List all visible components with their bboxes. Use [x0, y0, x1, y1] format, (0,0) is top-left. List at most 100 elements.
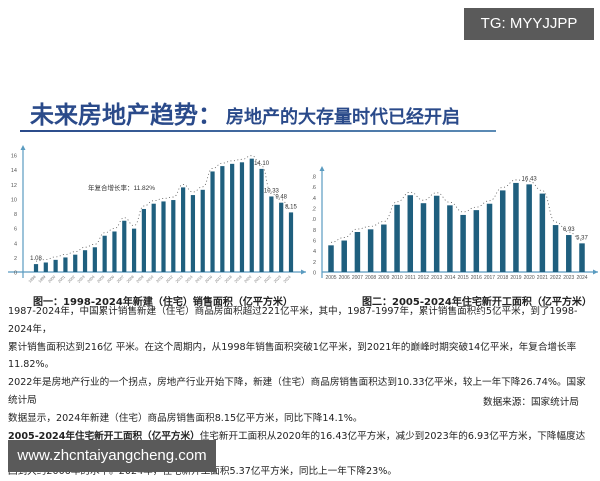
bar-2008 — [367, 229, 374, 272]
x-tick-label: 2016 — [471, 275, 482, 281]
bar-2018 — [230, 163, 235, 272]
x-tick-label: 2009 — [378, 275, 389, 281]
para1-line4: 数据显示，2024年新建（住宅）商品房销售面积8.15亿平方米，同比下降14.1… — [8, 412, 363, 424]
x-tick-label: 2015 — [195, 275, 204, 284]
y-tick-label: 2 — [313, 260, 316, 266]
data-label: 8.15 — [285, 204, 297, 210]
x-tick-label: 2015 — [458, 275, 469, 281]
para1-line1: 1987-2024年，中国累计销售新建（住宅）商品房面积超过221亿平米，其中，… — [8, 306, 578, 335]
bar-2007 — [354, 232, 361, 272]
x-tick-label: 2014 — [444, 275, 455, 281]
bar-2014 — [190, 195, 196, 272]
bar-2018 — [499, 190, 506, 272]
bar-2023 — [279, 202, 284, 272]
bar-2022 — [269, 196, 274, 272]
y-tick-label: 12 — [11, 183, 17, 189]
bar-2024 — [579, 243, 585, 272]
x-tick-label: 2023 — [563, 275, 574, 281]
bar-2023 — [566, 235, 572, 272]
x-tick-label: 2013 — [175, 275, 184, 284]
x-tick-label: 2008 — [365, 275, 376, 281]
x-tick-label: 2010 — [391, 275, 402, 281]
y-tick-label: 18 — [312, 175, 316, 181]
x-tick-label: 2001 — [57, 275, 66, 284]
y-axis-arrow-icon — [319, 166, 325, 171]
bar-2000 — [53, 259, 58, 272]
x-tick-label: 2022 — [263, 275, 272, 284]
bar-2015 — [200, 189, 205, 272]
x-tick-label: 2024 — [576, 275, 587, 281]
data-label: 16.43 — [522, 176, 538, 182]
x-tick-label: 2006 — [339, 275, 350, 281]
bar-2010 — [151, 203, 156, 272]
bar-2021 — [539, 193, 546, 272]
x-tick-label: 2008 — [126, 275, 135, 284]
bar-1998 — [33, 264, 39, 272]
chart2-caption: 图二：2005-2024年住宅新开工面积（亿平方米） — [362, 297, 592, 308]
x-tick-label: 2012 — [418, 275, 429, 281]
bar-2007 — [122, 220, 127, 272]
data-label: 10.33 — [264, 188, 280, 194]
x-tick-label: 2021 — [537, 275, 548, 281]
data-label: 9.48 — [275, 195, 287, 201]
x-tick-label: 2019 — [510, 275, 521, 281]
bar-2013 — [433, 195, 440, 272]
data-label: 14.10 — [254, 161, 270, 167]
cagr-annotation: 年复合增长率：11.82% — [88, 183, 155, 192]
data-label: 5.37 — [576, 235, 588, 241]
y-tick-label: 10 — [11, 197, 17, 203]
bar-2002 — [73, 254, 78, 272]
chart1-caption: 图一：1998-2024年新建（住宅）销售面积（亿平方米） — [33, 297, 293, 308]
data-label: 6.93 — [563, 227, 575, 233]
bar-2012 — [420, 203, 427, 272]
y-tick-label: 2 — [14, 256, 17, 262]
x-tick-label: 2000 — [48, 275, 57, 284]
x-tick-label: 2024 — [283, 275, 292, 284]
x-tick-label: 2003 — [77, 275, 86, 284]
y-tick-label: 4 — [14, 241, 17, 247]
para2-heading: 2005-2024年住宅新开工面积（亿平方米） — [8, 430, 200, 442]
bar-2017 — [486, 203, 493, 272]
x-tick-label: 2007 — [352, 275, 363, 281]
para1-line3: 2022年是房地产行业的一个拐点，房地产行业开始下降，新建（住宅）商品房销售面积… — [8, 377, 586, 406]
x-axis-arrow-icon — [593, 269, 598, 275]
x-tick-label: 2021 — [253, 275, 262, 284]
x-tick-label: 2017 — [484, 275, 495, 281]
bar-2010 — [394, 204, 400, 272]
bar-2016 — [473, 210, 480, 272]
bar-2024 — [288, 212, 294, 272]
y-tick-label: 16 — [11, 154, 17, 160]
y-tick-label: 4 — [313, 249, 316, 255]
y-tick-label: 14 — [312, 196, 316, 202]
bar-2003 — [82, 250, 88, 272]
bar-2014 — [447, 205, 453, 272]
bar-2005 — [102, 235, 107, 272]
watermark-url: www.zhcntaiyangcheng.com — [8, 440, 216, 472]
y-tick-label: 0 — [313, 271, 316, 277]
x-tick-label: 2010 — [146, 275, 155, 284]
x-tick-label: 2014 — [185, 275, 194, 284]
x-tick-label: 2011 — [405, 275, 416, 281]
y-tick-label: 16 — [312, 185, 316, 191]
watermark-tg: TG: MYYJJPP — [464, 8, 594, 40]
y-tick-label: 12 — [312, 207, 316, 213]
x-tick-label: 2023 — [273, 275, 282, 284]
x-tick-label: 2006 — [106, 275, 115, 284]
x-tick-label: 2002 — [67, 275, 76, 284]
bar-2017 — [220, 166, 225, 272]
bar-2016 — [210, 171, 215, 272]
y-tick-label: 6 — [313, 239, 316, 245]
page-title: 未来房地产趋势： 房地产的大存量时代已经开启 — [30, 95, 460, 130]
x-tick-label: 2018 — [497, 275, 508, 281]
x-tick-label: 2022 — [550, 275, 561, 281]
x-tick-label: 2017 — [214, 275, 223, 284]
bar-2006 — [112, 231, 117, 272]
x-tick-label: 2005 — [97, 275, 106, 284]
data-label: 1.08 — [30, 256, 42, 262]
title-sub: 房地产的大存量时代已经开启 — [226, 107, 460, 128]
x-tick-label: 2007 — [116, 275, 125, 284]
x-tick-label: 2016 — [204, 275, 213, 284]
bar-2015 — [460, 214, 466, 272]
bar-2001 — [63, 257, 68, 272]
